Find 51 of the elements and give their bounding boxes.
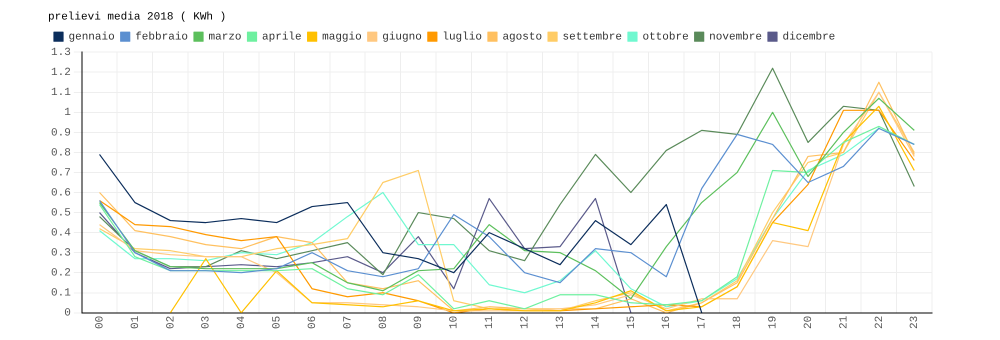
x-tick-label: 23 [909, 316, 922, 329]
x-tick-label: 19 [767, 316, 780, 329]
y-tick-label: 1 [64, 107, 72, 120]
y-tick-label: 0.7 [50, 167, 71, 180]
chart-title: prelievi media 2018 ( KWh ) [48, 12, 226, 24]
x-tick-label: 22 [874, 316, 886, 329]
y-tick-label: 1.3 [50, 47, 71, 60]
x-tick-label: 15 [626, 316, 638, 329]
legend-label: aprile [262, 32, 302, 44]
y-tick-label: 0.2 [50, 268, 71, 280]
y-tick-label: 0 [64, 308, 71, 320]
legend-label: novembre [709, 32, 762, 44]
legend-label: gennaio [68, 32, 115, 44]
legend-label: febbraio [135, 32, 188, 44]
x-tick-label: 10 [448, 316, 461, 329]
x-tick-label: 02 [165, 316, 178, 329]
y-tick-label: 0.6 [50, 187, 71, 200]
x-tick-label: 18 [732, 316, 744, 329]
x-tick-label: 11 [484, 315, 496, 329]
y-tick-label: 0.1 [50, 288, 72, 300]
x-tick-label: 06 [306, 316, 319, 329]
y-tick-label: 0.8 [50, 147, 71, 160]
x-tick-label: 04 [236, 315, 248, 329]
x-tick-label: 09 [413, 316, 426, 329]
y-tick-label: 1.2 [50, 67, 71, 80]
x-tick-label: 07 [342, 316, 354, 329]
y-tick-label: 1.1 [50, 87, 72, 100]
x-tick-label: 05 [272, 316, 284, 329]
legend-label: luglio [442, 32, 482, 44]
y-tick-label: 0.3 [50, 248, 71, 260]
legend-label: maggio [322, 32, 362, 44]
x-tick-label: 03 [200, 316, 213, 329]
x-tick-label: 14 [590, 315, 602, 329]
x-tick-label: 20 [802, 316, 815, 329]
y-tick-label: 0.4 [50, 228, 72, 240]
legend-label: ottobre [642, 32, 689, 44]
y-tick-label: 0.5 [50, 207, 71, 220]
y-tick-label: 0.9 [50, 127, 71, 140]
x-tick-label: 16 [661, 316, 674, 329]
x-tick-label: 08 [378, 316, 390, 329]
x-tick-label: 00 [94, 316, 106, 329]
legend-label: dicembre [782, 32, 836, 44]
x-tick-label: 01 [130, 315, 142, 329]
x-tick-label: 17 [696, 316, 709, 329]
legend-label: giugno [382, 32, 422, 44]
x-tick-label: 12 [520, 316, 532, 329]
legend-label: settembre [562, 32, 622, 44]
legend-label: marzo [208, 32, 242, 44]
x-tick-label: 21 [838, 315, 850, 329]
legend-label: agosto [502, 32, 542, 44]
x-tick-label: 13 [554, 316, 567, 329]
